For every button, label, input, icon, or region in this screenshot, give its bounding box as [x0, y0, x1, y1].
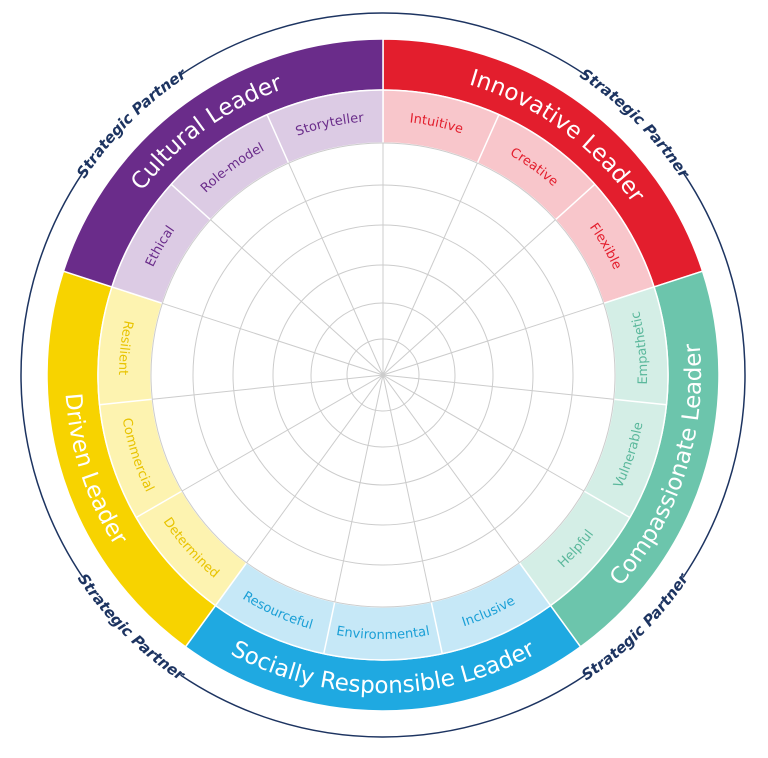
grid-spoke [288, 162, 384, 376]
grid-spoke [382, 374, 614, 400]
trait-divider [430, 601, 443, 654]
grid-spoke [210, 219, 384, 376]
grid-spoke [162, 302, 384, 376]
outer-ring [20, 172, 84, 578]
trait-divider [613, 398, 667, 406]
outer-ring [180, 674, 586, 738]
trait-divider [99, 398, 153, 406]
grid-spoke [181, 374, 384, 492]
trait-label: Environmental [335, 624, 431, 643]
grid-spoke [382, 374, 585, 492]
trait-divider [323, 601, 336, 654]
grid-spoke [382, 162, 478, 376]
trait-divider [266, 114, 290, 164]
trait-divider [135, 490, 183, 519]
trait-divider [554, 183, 596, 221]
trait-divider [170, 183, 212, 221]
trait-divider [583, 490, 631, 519]
outer-ring [180, 12, 586, 76]
outer-ring [682, 172, 746, 578]
grid-spoke [382, 302, 604, 376]
grid-spoke [152, 374, 384, 400]
grid-spoke [382, 374, 432, 603]
grid-spoke [246, 374, 384, 563]
trait-divider [476, 114, 500, 164]
grid-spoke [382, 219, 556, 376]
grid-spoke [382, 374, 520, 563]
trait-label: Environmental [335, 624, 431, 643]
grid-spoke [334, 374, 384, 603]
